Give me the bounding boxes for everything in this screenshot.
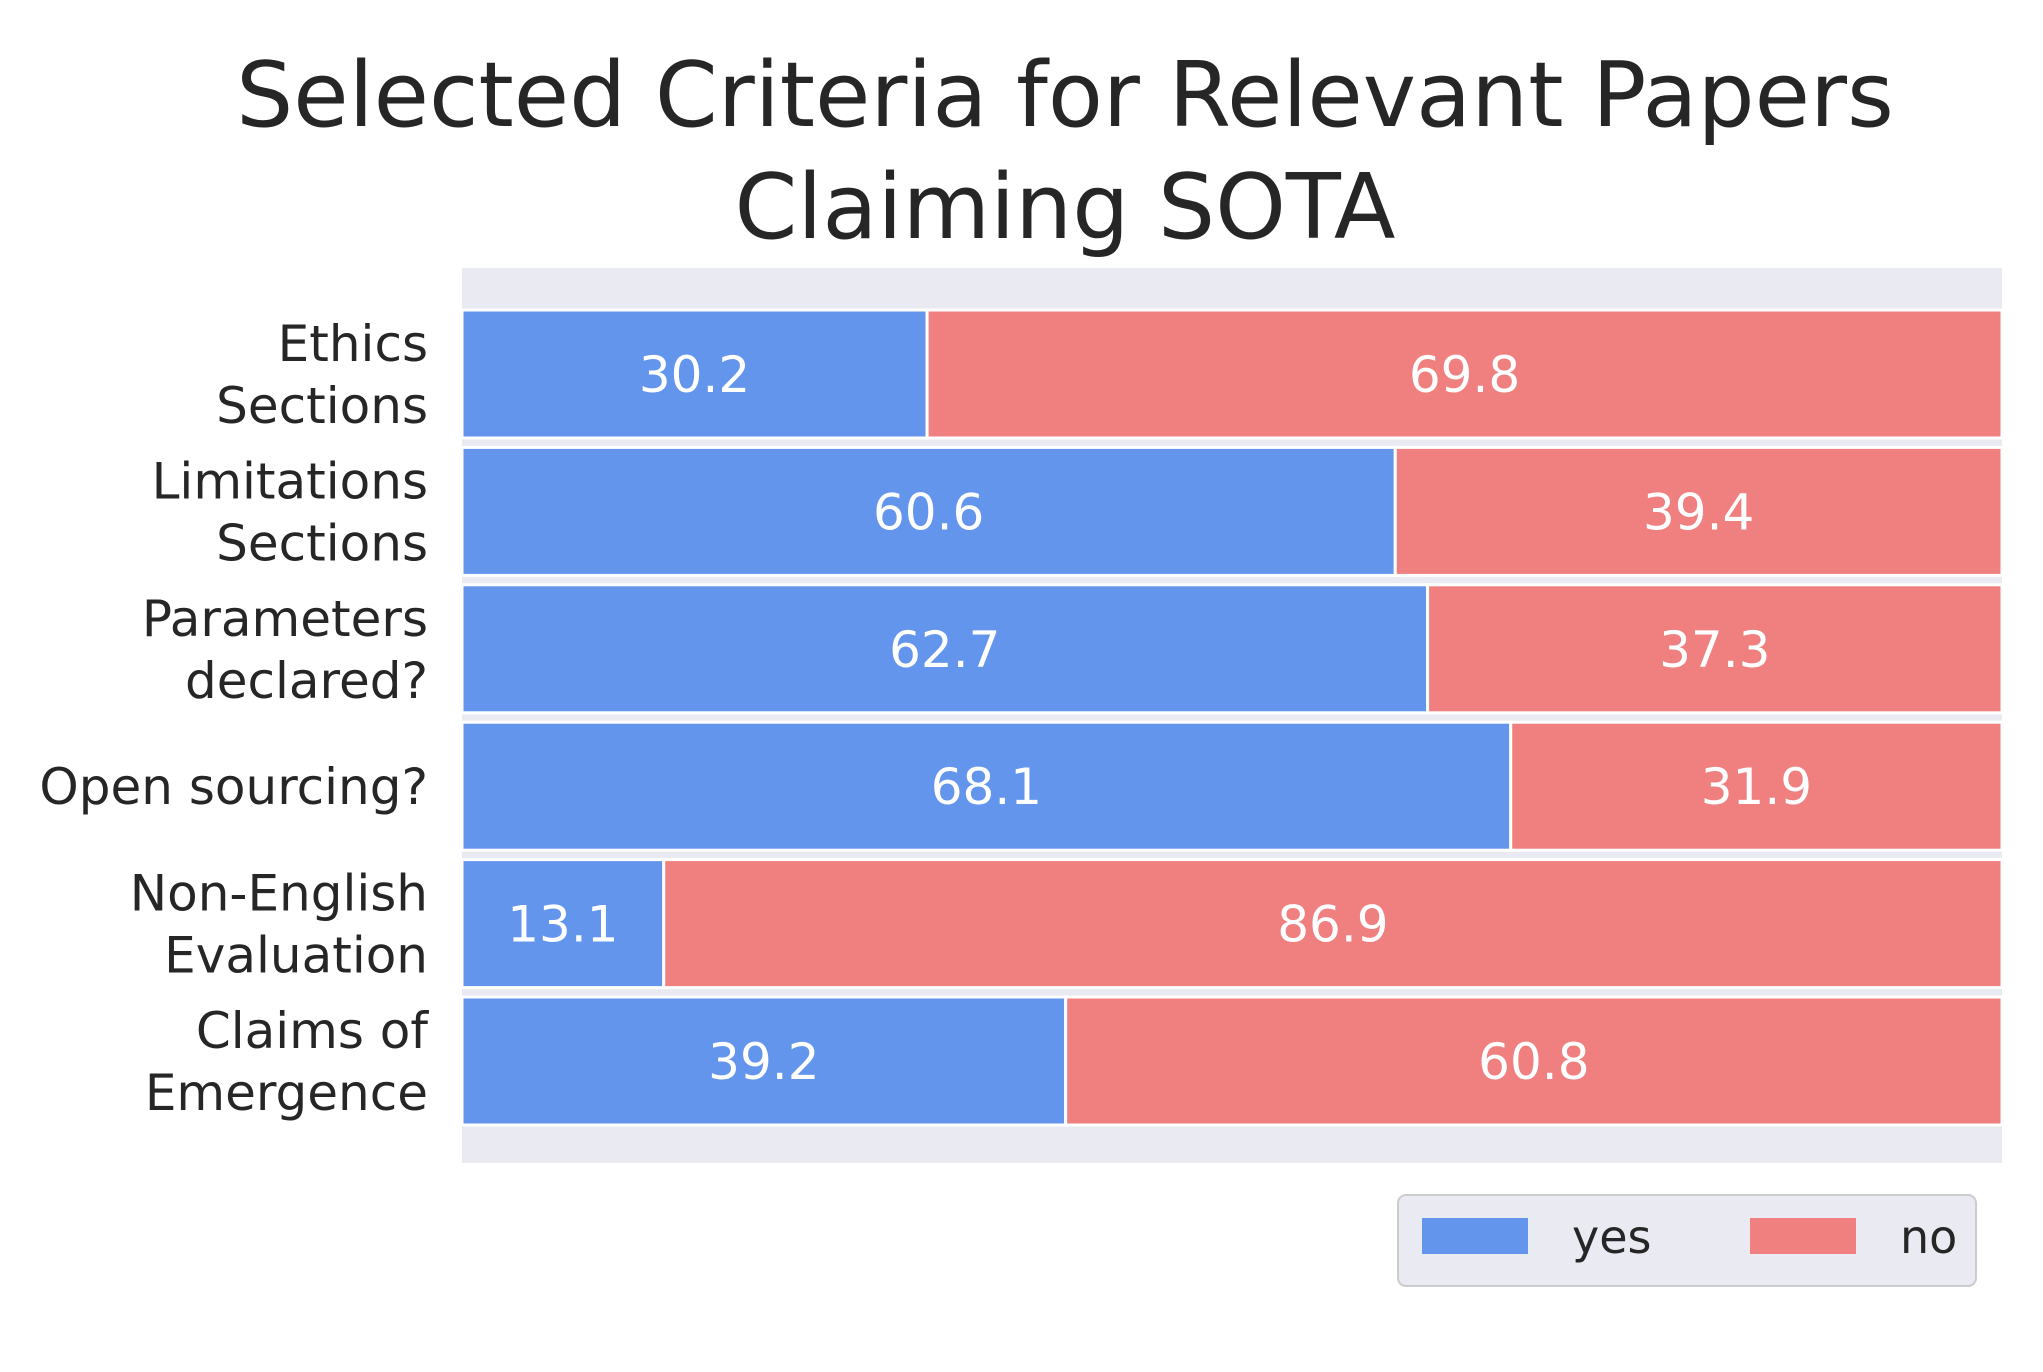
chart-title-line-1: Selected Criteria for Relevant Papers: [236, 43, 1894, 148]
data-label-yes-4: 13.1: [507, 896, 618, 954]
data-label-no-2: 37.3: [1659, 621, 1770, 679]
bar-yes-3: [460, 720, 1513, 852]
data-label-yes-1: 60.6: [873, 483, 984, 541]
category-label-0-line-1: Sections: [216, 377, 428, 435]
data-label-yes-3: 68.1: [931, 758, 1042, 816]
chart-title-line-2: Claiming SOTA: [734, 155, 1396, 260]
category-labels: EthicsSectionsLimitationsSectionsParamet…: [39, 315, 429, 1122]
category-label-4-line-0: Non-English: [130, 865, 428, 923]
category-label-2-line-1: declared?: [185, 652, 428, 710]
bar-no-1: [1393, 445, 2004, 577]
data-label-no-5: 60.8: [1478, 1033, 1589, 1091]
category-label-4-line-1: Evaluation: [164, 927, 428, 985]
category-label-1-line-0: Limitations: [152, 452, 428, 510]
bar-yes-4: [460, 858, 666, 990]
bar-no-4: [662, 858, 2004, 990]
bar-yes-1: [460, 445, 1397, 577]
bar-no-5: [1064, 995, 2004, 1127]
category-label-1-line-1: Sections: [216, 514, 428, 572]
bar-no-2: [1426, 583, 2004, 715]
legend: yes no: [1397, 1194, 1977, 1287]
chart-title: Selected Criteria for Relevant Papers Cl…: [0, 40, 2043, 264]
legend-label-no: no: [1900, 1210, 1957, 1264]
data-label-yes-5: 39.2: [708, 1033, 819, 1091]
legend-label-yes: yes: [1572, 1210, 1652, 1264]
data-label-yes-0: 30.2: [639, 346, 750, 404]
bar-yes-5: [460, 995, 1068, 1127]
category-label-3-line-0: Open sourcing?: [39, 758, 428, 816]
bar-no-3: [1509, 720, 2004, 852]
bar-no-0: [925, 308, 2004, 440]
legend-swatch-yes: [1422, 1218, 1528, 1254]
bar-yes-2: [460, 583, 1430, 715]
data-label-no-4: 86.9: [1277, 896, 1388, 954]
legend-frame: [1397, 1194, 1977, 1287]
legend-swatch-no: [1750, 1218, 1856, 1254]
data-label-no-0: 69.8: [1409, 346, 1520, 404]
data-label-no-1: 39.4: [1643, 483, 1754, 541]
category-label-5-line-1: Emergence: [145, 1064, 428, 1122]
category-label-2-line-0: Parameters: [142, 590, 428, 648]
category-label-0-line-0: Ethics: [278, 315, 428, 373]
category-label-5-line-0: Claims of: [196, 1002, 430, 1060]
bars-layer: 30.2 69.8 60.6 39.4 62.7 37.3 68.1 31.9 13.1 86.9…: [460, 308, 2004, 1127]
data-label-yes-2: 62.7: [889, 621, 1000, 679]
data-label-no-3: 31.9: [1701, 758, 1812, 816]
